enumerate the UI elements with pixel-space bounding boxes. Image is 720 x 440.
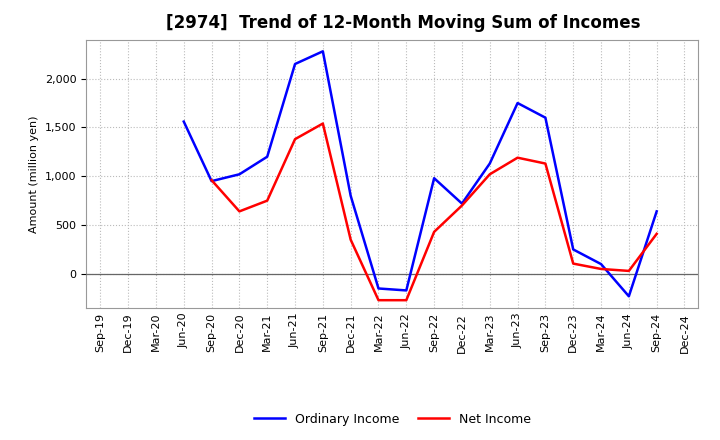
Net Income [402, 297, 410, 303]
Net Income [207, 177, 216, 183]
Ordinary Income [485, 161, 494, 166]
Ordinary Income [597, 261, 606, 267]
Ordinary Income [458, 201, 467, 206]
Net Income [624, 268, 633, 274]
Ordinary Income [513, 100, 522, 106]
Net Income [346, 237, 355, 242]
Legend: Ordinary Income, Net Income: Ordinary Income, Net Income [248, 407, 536, 431]
Text: [2974]  Trend of 12-Month Moving Sum of Incomes: [2974] Trend of 12-Month Moving Sum of I… [166, 15, 641, 33]
Ordinary Income [346, 193, 355, 198]
Ordinary Income [374, 286, 383, 291]
Ordinary Income [402, 288, 410, 293]
Ordinary Income [652, 209, 661, 214]
Net Income [597, 266, 606, 271]
Net Income [318, 121, 327, 126]
Net Income [541, 161, 550, 166]
Net Income [458, 203, 467, 208]
Net Income [430, 229, 438, 235]
Net Income [263, 198, 271, 203]
Ordinary Income [430, 176, 438, 181]
Ordinary Income [207, 179, 216, 184]
Line: Net Income: Net Income [212, 124, 657, 300]
Net Income [374, 297, 383, 303]
Net Income [235, 209, 243, 214]
Ordinary Income [179, 119, 188, 124]
Ordinary Income [291, 61, 300, 66]
Ordinary Income [569, 247, 577, 252]
Line: Ordinary Income: Ordinary Income [184, 51, 657, 296]
Ordinary Income [263, 154, 271, 159]
Ordinary Income [541, 115, 550, 120]
Ordinary Income [235, 172, 243, 177]
Ordinary Income [318, 49, 327, 54]
Net Income [485, 172, 494, 177]
Net Income [291, 136, 300, 142]
Y-axis label: Amount (million yen): Amount (million yen) [30, 115, 40, 233]
Net Income [652, 231, 661, 236]
Ordinary Income [624, 293, 633, 299]
Net Income [569, 261, 577, 266]
Net Income [513, 155, 522, 160]
